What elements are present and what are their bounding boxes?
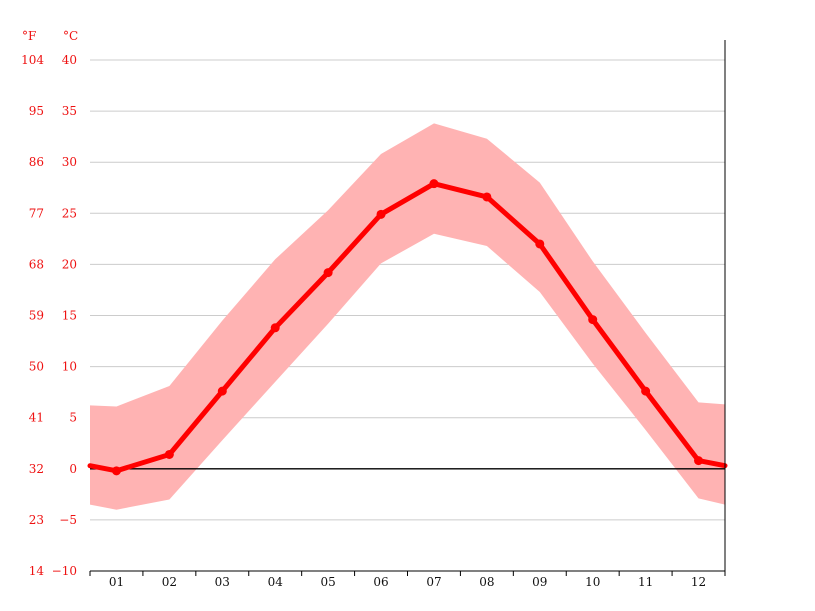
average-point [111, 466, 121, 476]
y-tick-label-c: 10 [62, 360, 77, 374]
average-point [482, 192, 492, 202]
y-tick-label-c: 5 [69, 411, 77, 425]
y-tick-label-c: −5 [59, 513, 77, 527]
y-tick-label-c: 35 [62, 104, 77, 118]
y-tick-label-f: 86 [29, 155, 44, 169]
range-band-area [90, 123, 725, 510]
x-tick-label: 09 [532, 575, 547, 589]
unit-label-celsius: °C [63, 29, 78, 43]
x-axis-month-ticks: 01 02 03 04 05 06 07 08 09 10 11 12 [109, 575, 706, 589]
x-tick-label: 10 [585, 575, 600, 589]
average-point [323, 268, 333, 278]
x-tick-label: 04 [268, 575, 284, 589]
y-axis-fahrenheit-ticks: 104 95 86 77 68 59 50 41 32 23 14 [21, 53, 44, 578]
average-point [164, 449, 174, 459]
y-tick-label-c: 15 [62, 309, 77, 323]
x-tick-label: 03 [215, 575, 230, 589]
average-point [217, 386, 227, 396]
y-tick-label-f: 14 [29, 564, 45, 578]
y-tick-label-c: 40 [62, 53, 77, 67]
y-tick-label-f: 77 [29, 206, 44, 220]
y-tick-label-f: 32 [29, 462, 44, 476]
average-point [588, 315, 598, 325]
y-tick-label-c: 20 [62, 257, 77, 271]
x-tick-label: 01 [109, 575, 124, 589]
x-tick-label: 05 [320, 575, 335, 589]
x-tick-label: 08 [479, 575, 494, 589]
y-tick-label-f: 68 [29, 257, 44, 271]
y-tick-label-f: 95 [29, 104, 44, 118]
average-line-path [87, 181, 728, 474]
y-tick-label-f: 23 [29, 513, 44, 527]
y-tick-label-f: 59 [29, 309, 44, 323]
unit-label-fahrenheit: °F [22, 29, 36, 43]
y-axis-celsius-ticks: 40 35 30 25 20 15 10 5 0 −5 −10 [52, 53, 77, 578]
y-tick-label-f: 50 [29, 360, 44, 374]
y-tick-label-c: 0 [69, 462, 77, 476]
y-tick-label-f: 41 [29, 411, 44, 425]
average-point [535, 239, 545, 249]
x-tick-label: 12 [691, 575, 706, 589]
y-tick-label-c: 25 [62, 206, 77, 220]
average-point [429, 179, 439, 189]
average-point [270, 323, 280, 333]
axes [89, 40, 726, 576]
x-tick-label: 02 [162, 575, 177, 589]
x-tick-label: 11 [638, 575, 653, 589]
temperature-range-band [90, 123, 725, 510]
y-tick-label-c: −10 [52, 564, 77, 578]
average-temperature-line [87, 179, 728, 476]
x-tick-label: 06 [373, 575, 388, 589]
average-point [641, 386, 651, 396]
average-point [694, 456, 704, 466]
x-tick-label: 07 [426, 575, 441, 589]
average-point [376, 209, 386, 219]
y-tick-label-f: 104 [21, 53, 44, 67]
y-tick-label-c: 30 [62, 155, 77, 169]
